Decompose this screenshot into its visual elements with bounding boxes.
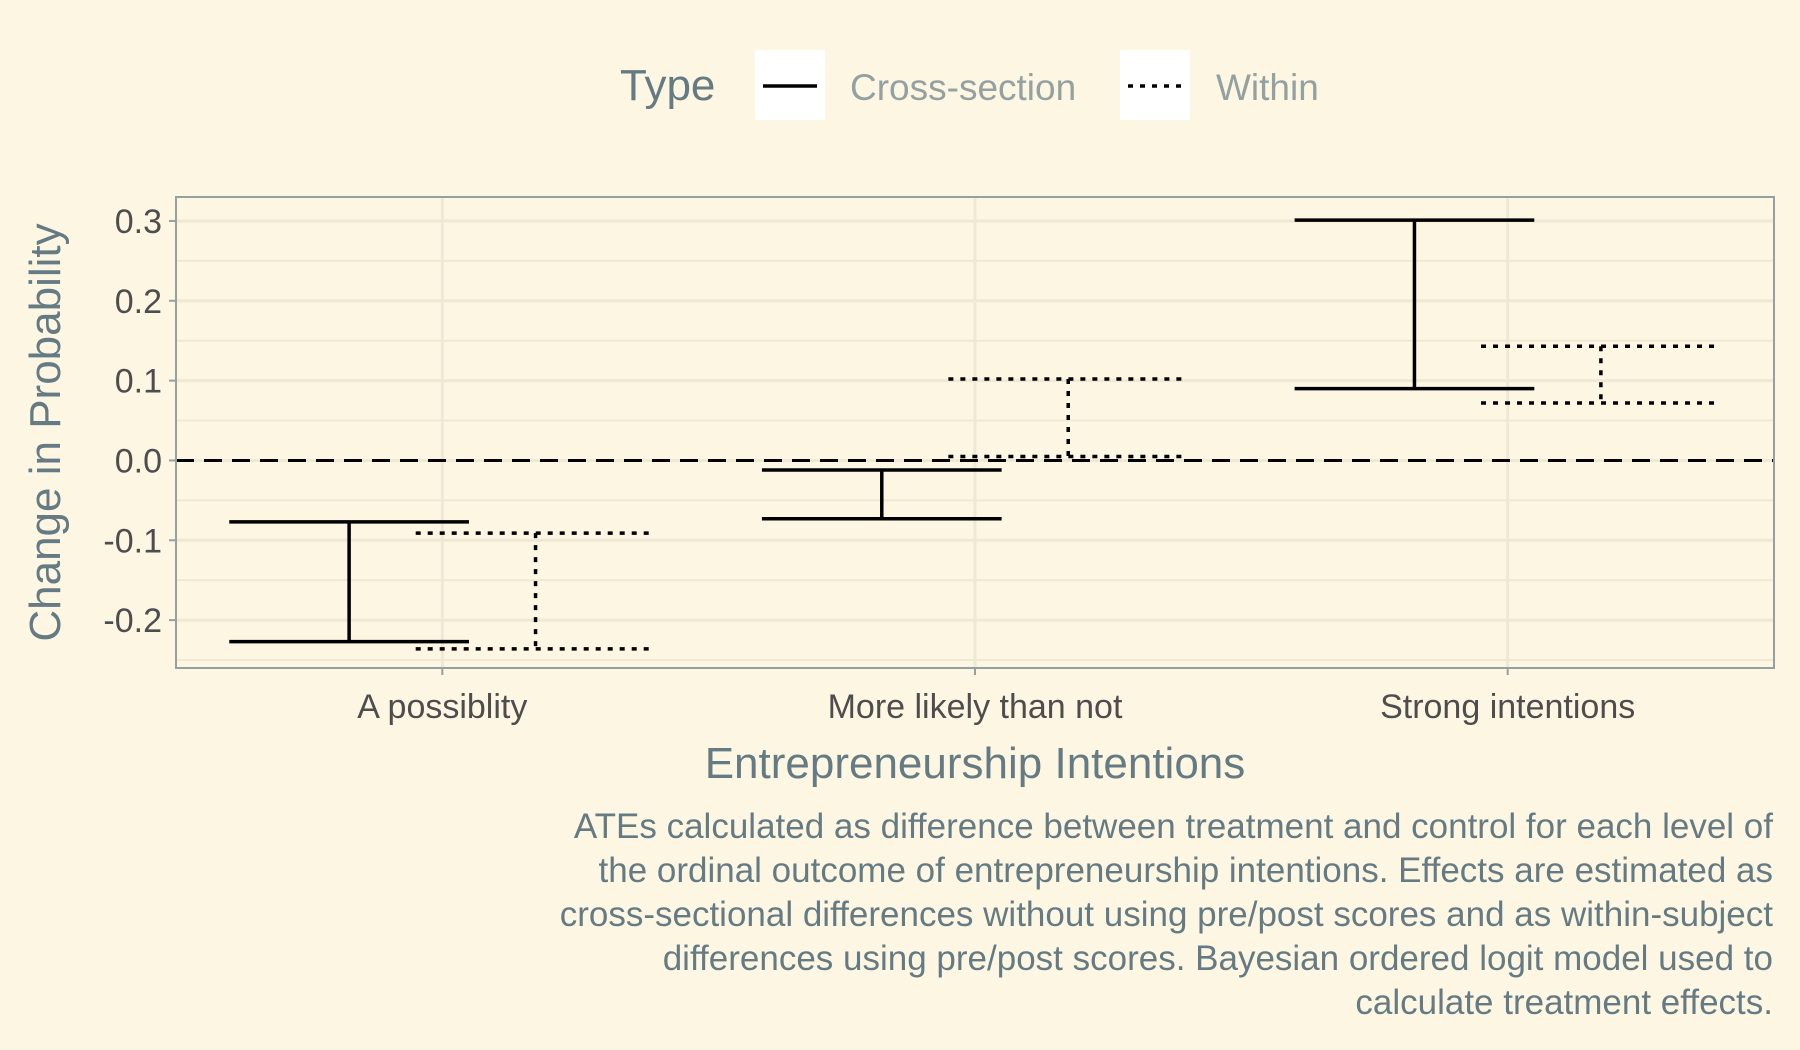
legend: Type Cross-section Within [620, 50, 1319, 120]
grid-vertical [440, 197, 1510, 668]
caption-line: the ordinal outcome of entrepreneurship … [598, 851, 1773, 890]
y-tick-label: 0.2 [115, 283, 162, 321]
x-axis-ticks: A possiblity More likely than not Strong i… [357, 668, 1635, 726]
x-axis-label: Entrepreneurship Intentions [705, 739, 1246, 788]
caption: ATEs calculated as difference between tr… [273, 805, 1773, 1025]
x-tick-label: A possiblity [357, 688, 527, 726]
y-axis-label: Change in Probability [21, 223, 70, 641]
caption-line: differences using pre/post scores. Bayes… [662, 939, 1773, 978]
errorbar-within [948, 377, 1189, 459]
y-tick-label: -0.2 [103, 602, 162, 640]
y-tick-label: 0.1 [115, 363, 162, 401]
x-tick-label: More likely than not [828, 688, 1123, 726]
x-tick-label: Strong intentions [1380, 688, 1635, 726]
y-tick-label: 0.0 [115, 442, 162, 480]
caption-line: ATEs calculated as difference between tr… [573, 807, 1773, 846]
errorbars [229, 218, 1721, 651]
legend-title: Type [620, 61, 715, 110]
y-tick-label: 0.3 [115, 203, 162, 241]
legend-label-cross-section: Cross-section [850, 67, 1076, 108]
legend-label-within: Within [1216, 67, 1319, 108]
errorbar-cross-section [1294, 218, 1535, 391]
errorbar-within [1481, 344, 1721, 405]
y-tick-label: -0.1 [103, 522, 162, 560]
y-axis-ticks: 0.3 0.2 0.1 0.0 -0.1 -0.2 [103, 203, 176, 640]
errorbar-within [415, 531, 656, 651]
errorbar-cross-section [229, 520, 469, 644]
plot-area [175, 196, 1775, 669]
caption-line: calculate treatment effects. [1355, 983, 1773, 1022]
errorbar-cross-section [761, 468, 1002, 521]
caption-line: cross-sectional differences without usin… [559, 895, 1773, 934]
